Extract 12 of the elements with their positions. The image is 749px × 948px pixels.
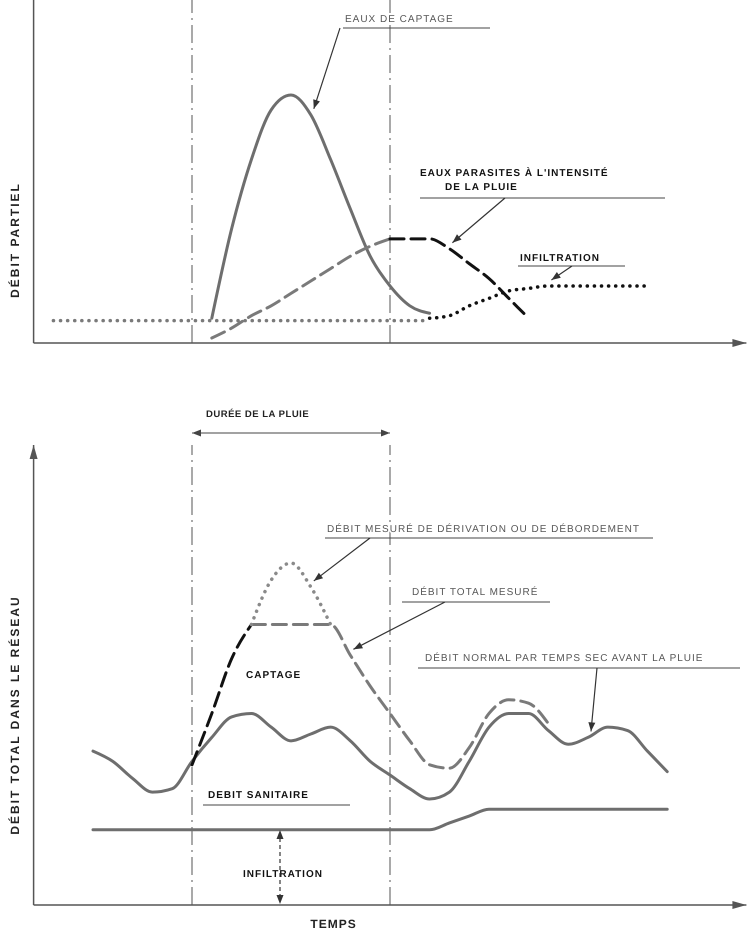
y-axis-title: DÉBIT TOTAL DANS LE RÉSEAU [8, 595, 22, 835]
text: EAUX DE CAPTAGE [345, 14, 454, 25]
annotation: INFILTRATION [243, 869, 323, 880]
text: INFILTRATION [520, 253, 600, 264]
annotation: CAPTAGE [246, 670, 302, 681]
y-axis-title: DÉBIT PARTIEL [8, 182, 22, 298]
text: DURÉE DE LA PLUIE [206, 408, 310, 420]
text: DÉBIT TOTAL MESURÉ [412, 586, 538, 598]
x-axis-title: TEMPS [310, 917, 357, 931]
text: DÉBIT NORMAL PAR TEMPS SEC AVANT LA PLUIE [425, 652, 704, 664]
annotation: DEBIT SANITAIRE [208, 790, 309, 801]
text: EAUX PARASITES À L'INTENSITÉ DE LA PLUIE [420, 167, 609, 193]
